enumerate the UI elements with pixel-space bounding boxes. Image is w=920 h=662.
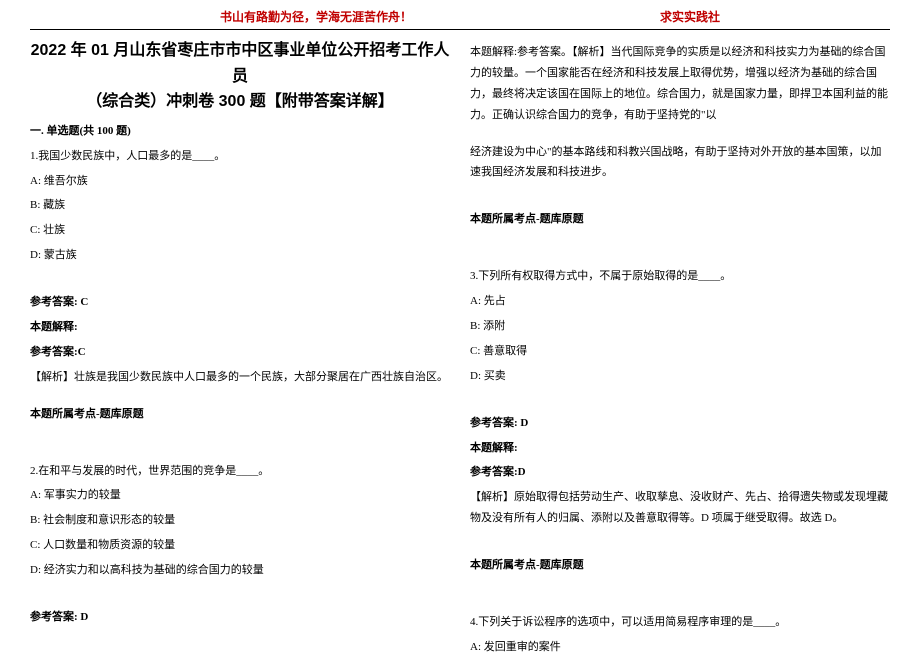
header-divider xyxy=(30,29,890,30)
q4-optA: A: 发回重审的案件 xyxy=(470,637,890,658)
q2-explain-cont: 经济建设为中心"的基本路线和科教兴国战略，有助于坚持对外开放的基本国策，以加速我… xyxy=(470,142,890,184)
q1-topic: 本题所属考点-题库原题 xyxy=(30,404,450,425)
q3-analysis: 【解析】原始取得包括劳动生产、收取孳息、没收财产、先占、拾得遗失物或发现埋藏物及… xyxy=(470,487,890,529)
q3-explain-label: 本题解释: xyxy=(470,438,890,459)
title-line2: （综合类）冲刺卷 300 题【附带答案详解】 xyxy=(30,89,450,115)
title-line1: 2022 年 01 月山东省枣庄市市中区事业单位公开招考工作人员 xyxy=(30,38,450,89)
q3-topic: 本题所属考点-题库原题 xyxy=(470,555,890,576)
right-column: 本题解释:参考答案。【解析】当代国际竞争的实质是以经济和科技实力为基础的综合国力… xyxy=(470,38,890,662)
left-column: 2022 年 01 月山东省枣庄市市中区事业单位公开招考工作人员 （综合类）冲刺… xyxy=(30,38,450,662)
q2-optB: B: 社会制度和意识形态的较量 xyxy=(30,510,450,531)
q4-stem: 4.下列关于诉讼程序的选项中，可以适用简易程序审理的是____。 xyxy=(470,612,890,633)
q2-topic: 本题所属考点-题库原题 xyxy=(470,209,890,230)
page-columns: 2022 年 01 月山东省枣庄市市中区事业单位公开招考工作人员 （综合类）冲刺… xyxy=(0,38,920,662)
q1-analysis: 【解析】壮族是我国少数民族中人口最多的一个民族，大部分聚居在广西壮族自治区。 xyxy=(30,367,450,388)
q2-ref-answer: 参考答案: D xyxy=(30,607,450,628)
q2-optA: A: 军事实力的较量 xyxy=(30,485,450,506)
section-header: 一. 单选题(共 100 题) xyxy=(30,121,450,142)
q1-ref-answer2: 参考答案:C xyxy=(30,342,450,363)
header-motto: 书山有路勤为径，学海无涯苦作舟！ xyxy=(220,8,412,25)
q3-optB: B: 添附 xyxy=(470,316,890,337)
q2-optC: C: 人口数量和物质资源的较量 xyxy=(30,535,450,556)
q1-optD: D: 蒙古族 xyxy=(30,245,450,266)
doc-title: 2022 年 01 月山东省枣庄市市中区事业单位公开招考工作人员 （综合类）冲刺… xyxy=(30,38,450,115)
q3-stem: 3.下列所有权取得方式中，不属于原始取得的是____。 xyxy=(470,266,890,287)
q3-ref-answer: 参考答案: D xyxy=(470,413,890,434)
q1-optA: A: 维吾尔族 xyxy=(30,171,450,192)
q1-explain-label: 本题解释: xyxy=(30,317,450,338)
q2-stem: 2.在和平与发展的时代，世界范围的竞争是____。 xyxy=(30,461,450,482)
q3-ref-answer2: 参考答案:D xyxy=(470,462,890,483)
q1-ref-answer: 参考答案: C xyxy=(30,292,450,313)
q3-optD: D: 买卖 xyxy=(470,366,890,387)
q1-optB: B: 藏族 xyxy=(30,195,450,216)
q1-stem: 1.我国少数民族中，人口最多的是____。 xyxy=(30,146,450,167)
q3-optA: A: 先占 xyxy=(470,291,890,312)
q1-optC: C: 壮族 xyxy=(30,220,450,241)
q2-explain: 本题解释:参考答案。【解析】当代国际竞争的实质是以经济和科技实力为基础的综合国力… xyxy=(470,42,890,126)
q2-optD: D: 经济实力和以高科技为基础的综合国力的较量 xyxy=(30,560,450,581)
q3-optC: C: 善意取得 xyxy=(470,341,890,362)
header-org: 求实实践社 xyxy=(660,8,720,25)
